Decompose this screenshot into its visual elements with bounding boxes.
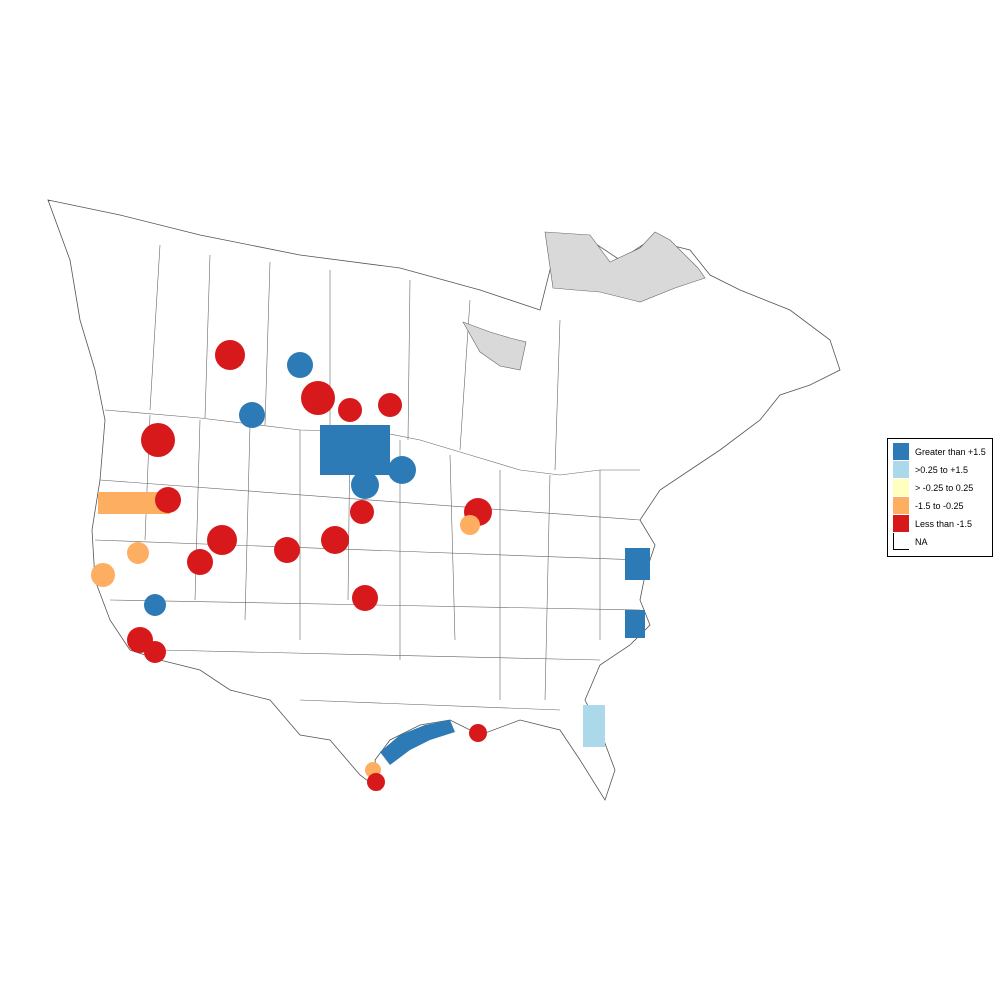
legend-label: > -0.25 to 0.25 — [915, 482, 974, 493]
legend-label: Greater than +1.5 — [915, 446, 986, 457]
legend-swatch — [893, 533, 909, 550]
patch-high-increase — [144, 594, 166, 616]
patch-high-decline — [469, 724, 487, 742]
legend-swatch — [893, 479, 909, 496]
patch-high-increase — [351, 471, 379, 499]
patch-high-decline — [144, 641, 166, 663]
patch-high-decline — [352, 585, 378, 611]
legend-row: >0.25 to +1.5 — [893, 461, 968, 478]
patch-high-decline — [155, 487, 181, 513]
patch-high-increase — [625, 610, 645, 638]
patch-high-decline — [274, 537, 300, 563]
patch-moderate-decline — [460, 515, 480, 535]
legend-row: Greater than +1.5 — [893, 443, 986, 460]
patch-high-decline — [215, 340, 245, 370]
state-line — [144, 414, 601, 701]
legend-swatch — [893, 497, 909, 514]
no-data-region-labrador — [544, 231, 706, 303]
patch-high-increase — [320, 425, 390, 475]
patch-high-decline — [338, 398, 362, 422]
legend-swatch — [893, 461, 909, 478]
legend-label: >0.25 to +1.5 — [915, 464, 969, 475]
patch-high-increase — [388, 456, 416, 484]
patch-high-increase — [625, 548, 650, 580]
patch-high-decline — [207, 525, 237, 555]
patch-high-decline — [141, 423, 175, 457]
patch-high-decline — [378, 393, 402, 417]
patch-high-increase — [239, 402, 265, 428]
legend-row: > -0.25 to 0.25 — [893, 479, 973, 496]
legend-swatch — [893, 515, 909, 532]
patch-high-decline — [350, 500, 374, 524]
patch-high-decline — [187, 549, 213, 575]
patch-high-decline — [321, 526, 349, 554]
legend-row: Less than -1.5 — [893, 515, 972, 532]
patch-moderate-decline — [91, 563, 115, 587]
patch-high-decline — [367, 773, 385, 791]
province-line — [149, 244, 561, 471]
legend-swatch — [893, 443, 909, 460]
no-data-regions — [462, 231, 706, 371]
legend-label: -1.5 to -0.25 — [915, 500, 964, 511]
patch-moderate-decline — [127, 542, 149, 564]
patch-high-increase — [287, 352, 313, 378]
no-data-region-hudson — [462, 321, 527, 371]
patch-moderate-decline — [98, 492, 170, 514]
legend-row: NA — [893, 533, 928, 550]
legend: Greater than +1.5 >0.25 to +1.5 > -0.25 … — [887, 438, 993, 557]
patch-high-increase — [380, 720, 455, 765]
patch-high-decline — [301, 381, 335, 415]
patch-moderate-increase — [583, 705, 605, 747]
trend-patches — [91, 340, 650, 791]
legend-label: Less than -1.5 — [915, 518, 973, 529]
legend-label: NA — [915, 536, 928, 547]
legend-row: -1.5 to -0.25 — [893, 497, 964, 514]
